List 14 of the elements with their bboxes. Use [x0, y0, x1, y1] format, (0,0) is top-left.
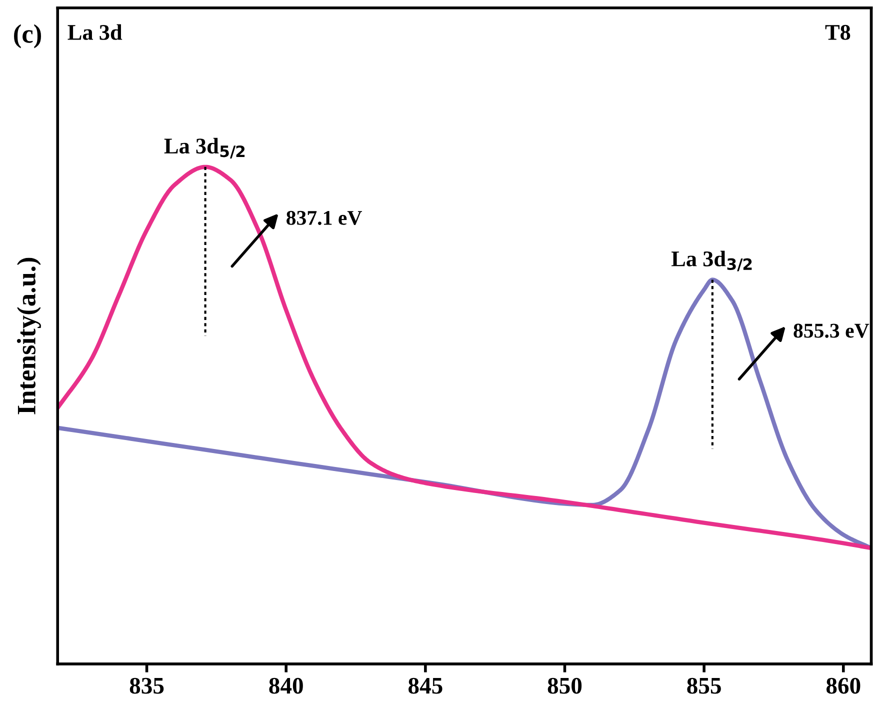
x-tick-label: 840 [269, 678, 303, 694]
x-tick-label: 855 [687, 678, 721, 694]
x-tick-label: 845 [408, 678, 442, 694]
x-tick-label: 860 [826, 678, 860, 694]
text: (c) [14, 24, 41, 48]
x-tick-label: 835 [130, 678, 164, 694]
text: La 3d [68, 24, 122, 40]
annotation: 837.1 eV [286, 210, 362, 226]
x-tick-label: 850 [548, 678, 582, 694]
y-axis-title: Intensity(a.u.) [16, 258, 41, 414]
text: T8 [825, 24, 850, 40]
annotation: La 3d$_{3/2}$ [671, 250, 752, 272]
annotation: 855.3 eV [794, 324, 870, 338]
annotation: La 3d$_{5/2}$ [164, 138, 245, 158]
